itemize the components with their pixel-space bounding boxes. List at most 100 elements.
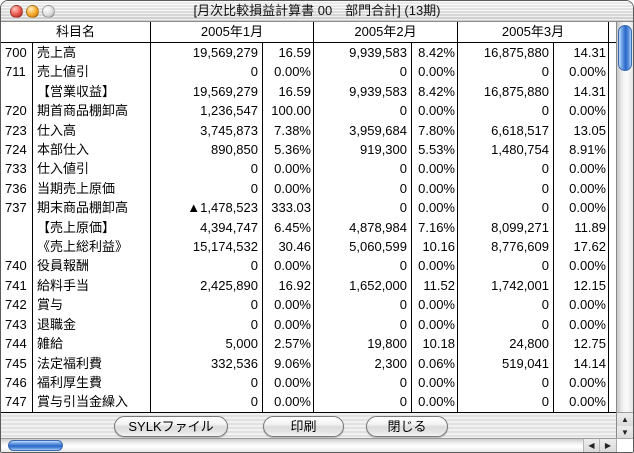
cell-amount-m1: 19,569,279 <box>151 81 263 102</box>
close-window-icon[interactable] <box>10 5 23 18</box>
cell-amount-m2: 1,652,000 <box>314 275 412 296</box>
cell-amount-m3: 8,776,609 <box>458 237 554 257</box>
table-row[interactable]: 746 福利厚生費 0 0.00% 0 0.00% 0 0.00% <box>1 372 616 393</box>
table-row[interactable]: 720 期首商品棚卸高 1,236,547 100.00 0 0.00% 0 0.00% <box>1 101 616 121</box>
cell-ratio-m3: 8.91% <box>554 140 609 160</box>
table-row[interactable]: 740 役員報酬 0 0.00% 0 0.00% 0 0.00% <box>1 256 616 276</box>
print-button[interactable]: 印刷 <box>263 416 344 437</box>
window-title: [月次比較損益計算書 00 部門合計] (13期) <box>193 3 441 18</box>
column-header-month-1: 2005年1月 <box>151 22 314 42</box>
cell-account-code: 736 <box>1 178 33 199</box>
table-header-row: 科目名 2005年1月 2005年2月 2005年3月 <box>1 22 616 43</box>
cell-amount-m3: 0 <box>458 198 554 218</box>
table-row[interactable]: 【売上原価】 4,394,747 6.45% 4,878,984 7.16% 8,099,… <box>1 217 616 238</box>
cell-ratio-m3: 13.05 <box>554 120 609 141</box>
cell-ratio-m2: 7.16% <box>412 217 458 238</box>
table-row[interactable]: 745 法定福利費 332,536 9.06% 2,300 0.06% 519,041 14.… <box>1 353 616 373</box>
table-row[interactable]: 744 雑給 5,000 2.57% 19,800 10.18 24,800 12.75 <box>1 334 616 354</box>
cell-amount-m1: 2,425,890 <box>151 275 263 296</box>
vertical-scrollbar-thumb[interactable] <box>618 25 632 71</box>
cell-account-code <box>1 237 33 257</box>
cell-account-name: 期末商品棚卸高 <box>33 198 151 218</box>
table-row[interactable]: 742 賞与 0 0.00% 0 0.00% 0 0.00% <box>1 295 616 315</box>
cell-amount-m2: 4,878,984 <box>314 217 412 238</box>
cell-ratio-m1: 16.59 <box>263 43 314 63</box>
cell-amount-m3: 0 <box>458 392 554 412</box>
cell-amount-m3: 0 <box>458 372 554 393</box>
table-row[interactable]: 700 売上高 19,569,279 16.59 9,939,583 8.42% 16,87… <box>1 43 616 63</box>
cell-account-code: 711 <box>1 62 33 82</box>
cell-ratio-m3: 0.00% <box>554 256 609 276</box>
cell-amount-m1: 19,569,279 <box>151 43 263 63</box>
cell-filler <box>609 334 616 353</box>
scroll-left-icon[interactable]: ◀ <box>584 439 600 452</box>
vertical-scroll-arrows: ▲ ▼ <box>617 412 633 439</box>
cell-account-code: 741 <box>1 275 33 296</box>
table-row[interactable]: 733 仕入値引 0 0.00% 0 0.00% 0 0.00% <box>1 159 616 179</box>
cell-amount-m1: 0 <box>151 372 263 393</box>
table-row[interactable]: 724 本部仕入 890,850 5.36% 919,300 5.53% 1,480,754… <box>1 140 616 160</box>
sylk-file-button[interactable]: SYLKファイル <box>114 416 228 437</box>
cell-filler <box>609 140 616 159</box>
cell-ratio-m1: 6.45% <box>263 217 314 238</box>
cell-filler <box>609 82 616 101</box>
table-row[interactable]: 747 賞与引当金繰入 0 0.00% 0 0.00% 0 0.00% <box>1 392 616 412</box>
table-row[interactable]: 《売上総利益》 15,174,532 30.46 5,060,599 10.16 8,77… <box>1 237 616 257</box>
cell-amount-m3: 0 <box>458 314 554 335</box>
table-row[interactable]: 741 給料手当 2,425,890 16.92 1,652,000 11.52 1,742… <box>1 275 616 296</box>
cell-ratio-m1: 16.92 <box>263 275 314 296</box>
cell-filler <box>609 198 616 217</box>
table-row[interactable]: 723 仕入高 3,745,873 7.38% 3,959,684 7.80% 6,618,… <box>1 120 616 141</box>
button-strip: SYLKファイル 印刷 閉じる <box>1 412 616 439</box>
scroll-down-icon[interactable]: ▼ <box>617 426 633 439</box>
cell-amount-m1: 15,174,532 <box>151 237 263 257</box>
minimize-window-icon[interactable] <box>26 5 39 18</box>
cell-filler <box>609 392 616 411</box>
table-row[interactable]: 736 当期売上原価 0 0.00% 0 0.00% 0 0.00% <box>1 178 616 199</box>
cell-ratio-m2: 10.18 <box>412 334 458 354</box>
cell-filler <box>609 315 616 334</box>
cell-ratio-m1: 0.00% <box>263 256 314 276</box>
table-row[interactable]: 737 期末商品棚卸高 ▲1,478,523 333.03 0 0.00% 0 0.00% <box>1 198 616 218</box>
horizontal-scrollbar[interactable]: ◀ ▶ <box>1 438 616 452</box>
table-body: 700 売上高 19,569,279 16.59 9,939,583 8.42% 16,87… <box>1 43 616 412</box>
cell-amount-m2: 0 <box>314 178 412 199</box>
cell-ratio-m2: 0.00% <box>412 101 458 121</box>
cell-ratio-m3: 12.75 <box>554 334 609 354</box>
cell-filler <box>609 159 616 178</box>
cell-amount-m3: 16,875,880 <box>458 43 554 63</box>
cell-account-code: 746 <box>1 372 33 393</box>
cell-amount-m2: 9,939,583 <box>314 81 412 102</box>
cell-amount-m2: 0 <box>314 62 412 82</box>
cell-amount-m2: 0 <box>314 392 412 412</box>
horizontal-scrollbar-thumb[interactable] <box>8 440 63 451</box>
title-bar[interactable]: [月次比較損益計算書 00 部門合計] (13期) <box>1 1 633 22</box>
grow-box[interactable] <box>616 438 633 452</box>
cell-account-name: 期首商品棚卸高 <box>33 101 151 121</box>
cell-ratio-m2: 0.00% <box>412 198 458 218</box>
vertical-scrollbar[interactable]: ▲ ▼ <box>616 22 633 439</box>
cell-amount-m1: 0 <box>151 295 263 315</box>
table-row[interactable]: 711 売上値引 0 0.00% 0 0.00% 0 0.00% <box>1 62 616 82</box>
cell-amount-m3: 0 <box>458 256 554 276</box>
cell-account-name: 役員報酬 <box>33 256 151 276</box>
cell-ratio-m2: 0.00% <box>412 256 458 276</box>
scroll-right-icon[interactable]: ▶ <box>600 439 616 452</box>
cell-ratio-m1: 7.38% <box>263 120 314 141</box>
cell-filler <box>609 101 616 120</box>
cell-amount-m3: 1,742,001 <box>458 275 554 296</box>
cell-amount-m1: 890,850 <box>151 140 263 160</box>
close-button[interactable]: 閉じる <box>366 416 448 437</box>
cell-ratio-m2: 0.00% <box>412 62 458 82</box>
cell-ratio-m3: 0.00% <box>554 295 609 315</box>
table-row[interactable]: 743 退職金 0 0.00% 0 0.00% 0 0.00% <box>1 314 616 335</box>
cell-account-name: 当期売上原価 <box>33 178 151 199</box>
cell-amount-m1: 0 <box>151 62 263 82</box>
column-header-account-name: 科目名 <box>1 22 151 42</box>
cell-account-code <box>1 81 33 102</box>
cell-amount-m1: 0 <box>151 314 263 335</box>
table-row[interactable]: 【営業収益】 19,569,279 16.59 9,939,583 8.42% 16,87… <box>1 81 616 102</box>
scroll-up-icon[interactable]: ▲ <box>617 413 633 426</box>
cell-ratio-m2: 0.00% <box>412 295 458 315</box>
